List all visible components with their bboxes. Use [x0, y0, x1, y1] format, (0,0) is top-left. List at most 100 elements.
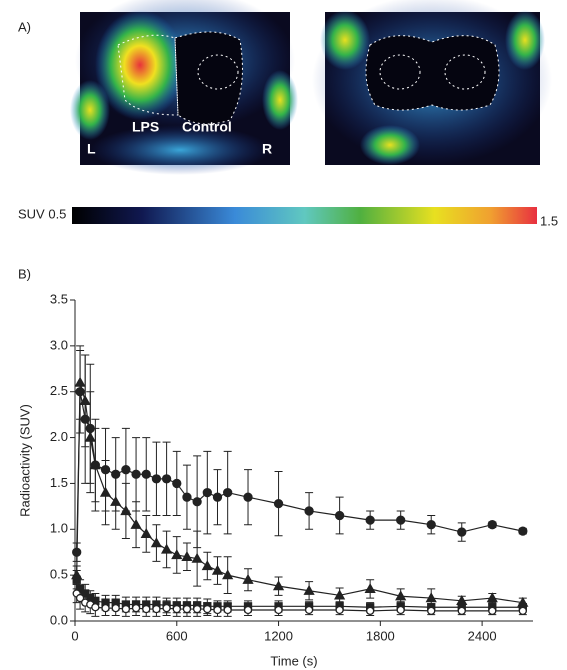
- image-label: L: [87, 141, 96, 157]
- image-label: Control: [182, 119, 232, 135]
- marker: [334, 510, 345, 521]
- marker: [242, 573, 254, 584]
- series-line: [76, 382, 523, 604]
- series-line: [76, 593, 523, 612]
- marker: [74, 376, 86, 387]
- pet-image-left: LPS Control L R: [70, 0, 298, 175]
- marker: [140, 528, 152, 539]
- marker: [425, 592, 437, 603]
- marker: [182, 604, 192, 614]
- y-tick-label: 1.5: [50, 475, 68, 490]
- marker: [274, 605, 283, 615]
- marker: [487, 520, 497, 530]
- marker: [151, 474, 162, 484]
- marker: [192, 497, 202, 507]
- marker: [223, 605, 232, 615]
- marker: [518, 526, 528, 536]
- marker: [110, 495, 122, 506]
- marker: [91, 603, 100, 612]
- marker: [141, 469, 151, 479]
- marker: [89, 459, 101, 470]
- series-line: [76, 579, 523, 608]
- marker: [518, 606, 527, 616]
- marker: [303, 584, 315, 595]
- marker: [243, 605, 253, 615]
- marker: [426, 520, 436, 530]
- x-tick-label: 0: [71, 628, 78, 643]
- x-tick-label: 2400: [468, 628, 497, 643]
- marker: [364, 583, 376, 594]
- x-tick-label: 1200: [264, 628, 293, 643]
- marker: [212, 492, 223, 502]
- marker: [335, 605, 344, 615]
- marker: [365, 515, 375, 525]
- marker: [273, 498, 284, 509]
- marker: [191, 552, 203, 563]
- marker: [162, 604, 171, 613]
- marker: [366, 606, 375, 616]
- panel-label: A): [18, 19, 31, 34]
- marker: [171, 549, 183, 560]
- y-tick-label: 3.0: [50, 337, 68, 352]
- series-line: [76, 391, 523, 553]
- x-axis-label: Time (s): [270, 653, 317, 668]
- marker: [161, 474, 172, 484]
- chart: B) 0.0 0.5 1.0 1.5 2.0 2.5 3.0 3.5 0 600 1200 1800 24…: [17, 266, 533, 668]
- image-label: LPS: [132, 119, 159, 135]
- marker: [192, 604, 202, 614]
- marker: [243, 492, 253, 502]
- y-axis-label: Radioactivity (SUV): [17, 404, 32, 517]
- marker: [304, 506, 314, 516]
- y-tick-label: 2.0: [50, 429, 68, 444]
- marker: [334, 589, 346, 600]
- marker: [213, 605, 222, 615]
- marker: [75, 593, 85, 603]
- marker: [182, 492, 192, 502]
- marker: [203, 604, 212, 614]
- marker: [181, 550, 193, 561]
- marker: [457, 606, 466, 616]
- marker: [488, 606, 497, 616]
- colorbar-min-label: SUV 0.5: [18, 206, 66, 221]
- x-tick-label: 1800: [366, 628, 395, 643]
- y-tick-label: 0.0: [50, 612, 68, 627]
- marker: [172, 604, 181, 614]
- marker: [131, 604, 141, 613]
- marker: [223, 487, 233, 498]
- y-tick-label: 1.0: [50, 521, 68, 536]
- y-tick-label: 0.5: [50, 567, 68, 582]
- marker: [396, 605, 405, 615]
- marker: [120, 505, 132, 516]
- marker: [121, 604, 131, 614]
- y-tick-label: 3.5: [50, 291, 68, 306]
- pet-image-right: [312, 0, 552, 165]
- marker: [486, 592, 498, 603]
- marker: [150, 537, 163, 548]
- marker: [172, 478, 182, 489]
- marker: [304, 605, 314, 615]
- image-label: R: [262, 141, 272, 157]
- marker: [111, 604, 120, 613]
- marker: [79, 395, 91, 406]
- marker: [272, 580, 285, 591]
- marker: [131, 469, 141, 479]
- colorbar-max-label: 1.5: [540, 213, 558, 228]
- y-tick-label: 2.5: [50, 383, 68, 398]
- panel-label: B): [18, 266, 31, 281]
- marker: [457, 527, 467, 537]
- marker: [130, 518, 142, 529]
- marker: [84, 431, 96, 442]
- marker: [211, 564, 224, 575]
- marker: [99, 486, 112, 497]
- marker: [202, 487, 212, 498]
- colorbar: [72, 207, 537, 224]
- marker: [396, 515, 406, 525]
- marker: [121, 465, 131, 475]
- marker: [395, 590, 407, 601]
- marker: [101, 604, 110, 613]
- marker: [222, 569, 234, 580]
- marker: [201, 560, 213, 571]
- x-tick-label: 600: [166, 628, 188, 643]
- marker: [142, 604, 151, 614]
